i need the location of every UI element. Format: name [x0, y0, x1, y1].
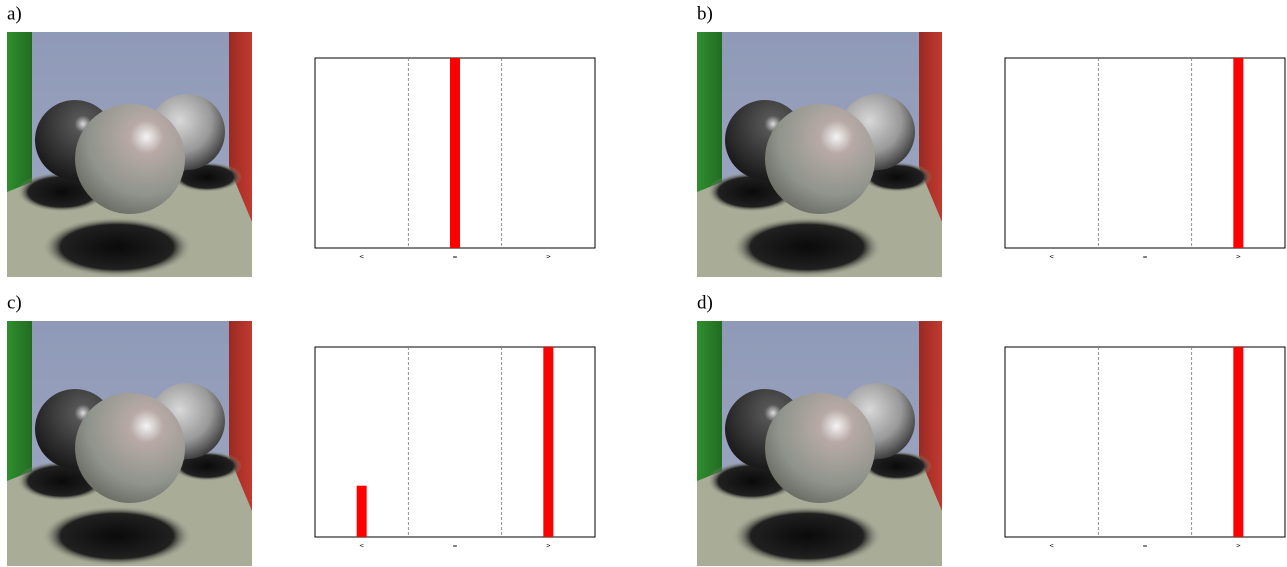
panel-label: a): [7, 3, 22, 24]
bar: [357, 486, 367, 537]
rendered-image: [7, 32, 252, 277]
x-tick-label: >: [1236, 254, 1241, 261]
x-tick-label: <: [359, 543, 364, 550]
panel-label: b): [697, 3, 713, 24]
x-tick-label: >: [546, 254, 551, 261]
x-tick-label: =: [452, 254, 457, 261]
figure: a) < = > b) < = > c) < = > d) < = >: [0, 0, 1287, 567]
rendered-image: [697, 321, 942, 566]
x-tick-label: <: [359, 254, 364, 261]
panel-label: d): [697, 292, 713, 313]
panel-label: c): [7, 292, 22, 313]
x-tick-label: =: [1142, 543, 1147, 550]
rendered-image: [7, 321, 252, 566]
x-tick-label: >: [1236, 543, 1241, 550]
bar: [543, 347, 553, 537]
bar: [450, 58, 460, 248]
x-tick-label: >: [546, 543, 551, 550]
x-tick-label: =: [1142, 254, 1147, 261]
x-tick-label: <: [1049, 543, 1054, 550]
x-tick-label: =: [452, 543, 457, 550]
bar: [1233, 58, 1243, 248]
bar: [1233, 347, 1243, 537]
rendered-image: [697, 32, 942, 277]
x-tick-label: <: [1049, 254, 1054, 261]
